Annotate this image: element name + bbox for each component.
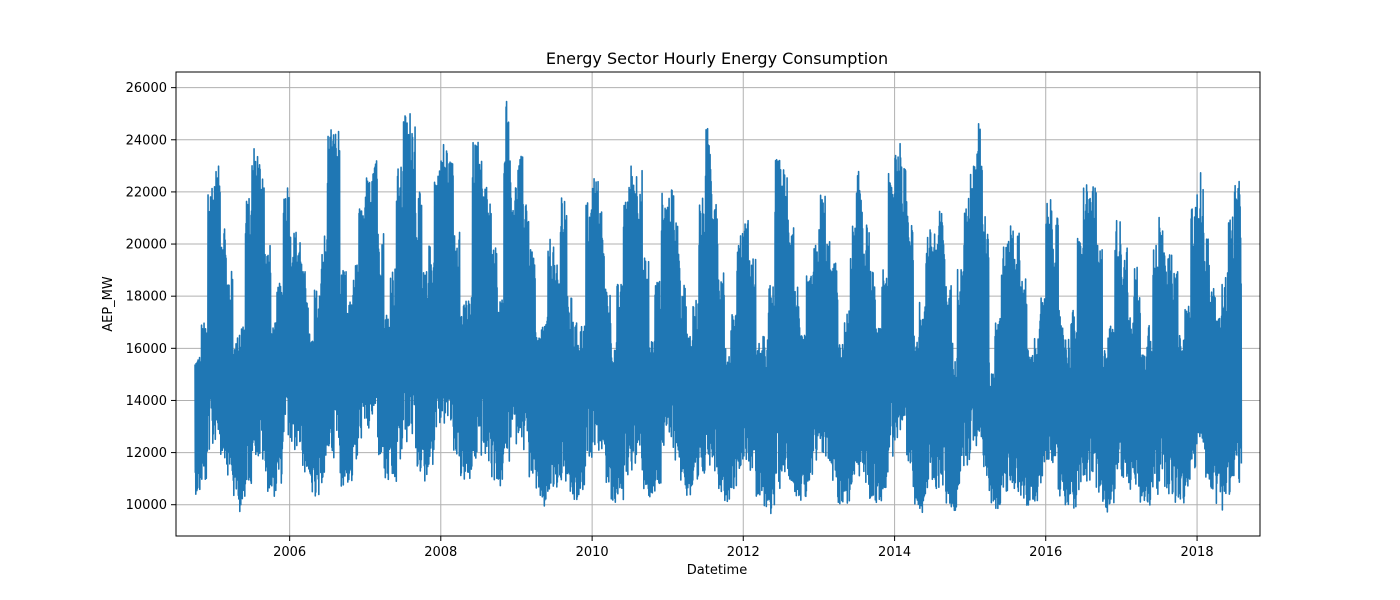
y-axis-label: AEP_MW	[101, 276, 116, 332]
chart-title: Energy Sector Hourly Energy Consumption	[546, 49, 888, 68]
x-axis-label: Datetime	[687, 563, 747, 578]
x-tick-label: 2008	[424, 545, 457, 560]
x-tick-label: 2016	[1029, 545, 1062, 560]
axes-frame	[175, 71, 1261, 537]
plot-area	[194, 100, 1243, 515]
y-axis: 10000 12000 14000 16000 18000 20000 22000 24000…	[126, 81, 176, 513]
y-tick-label: 26000	[126, 81, 167, 96]
x-tick-label: 2014	[878, 545, 911, 560]
series-line	[194, 100, 1243, 515]
y-tick-label: 18000	[126, 290, 167, 305]
y-tick-label: 14000	[126, 394, 167, 409]
y-tick-label: 16000	[126, 342, 167, 357]
x-tick-label: 2018	[1181, 545, 1214, 560]
x-tick-label: 2006	[273, 545, 306, 560]
y-tick-label: 10000	[126, 498, 167, 513]
y-tick-label: 12000	[126, 446, 167, 461]
x-axis: 2006 2008 2010 2012 2014 2016 2018	[273, 536, 1214, 560]
x-tick-label: 2010	[576, 545, 609, 560]
y-tick-label: 22000	[126, 185, 167, 200]
y-tick-label: 24000	[126, 133, 167, 148]
y-tick-label: 20000	[126, 238, 167, 253]
x-tick-label: 2012	[727, 545, 760, 560]
